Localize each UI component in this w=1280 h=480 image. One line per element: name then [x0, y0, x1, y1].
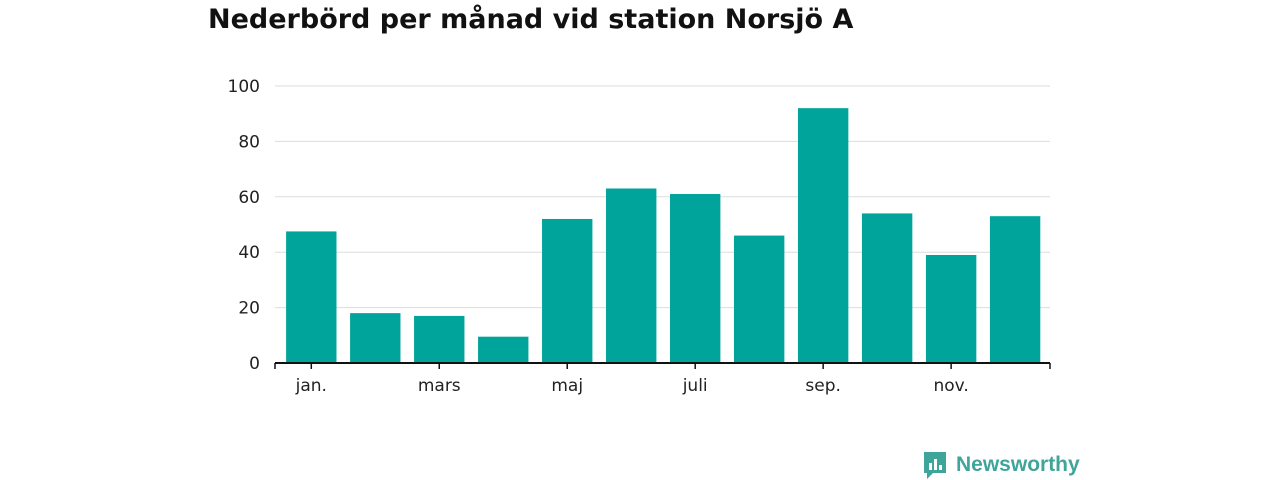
- bar-jan: [286, 231, 337, 363]
- bar-aug: [733, 235, 785, 363]
- bar-dec: [989, 216, 1041, 363]
- y-tick-label: 80: [238, 132, 260, 152]
- y-tick-label: 0: [249, 354, 260, 374]
- bar-juni: [606, 188, 657, 363]
- x-tick-label: sep.: [805, 376, 841, 396]
- bar-mars: [414, 315, 465, 363]
- bars: [286, 108, 1041, 363]
- bar-okt: [861, 213, 913, 363]
- x-tick-label: mars: [418, 376, 461, 396]
- bar-apr: [478, 336, 529, 363]
- y-tick-label: 20: [238, 299, 260, 319]
- x-tick-label: jan.: [295, 376, 327, 396]
- bar-chart-speech-bubble-icon: [924, 452, 946, 479]
- x-tick-label: nov.: [933, 376, 968, 396]
- y-tick-label: 40: [238, 243, 260, 263]
- y-tick-label: 100: [228, 77, 260, 97]
- brand-name: Newsworthy: [956, 453, 1080, 476]
- grid-lines: [275, 85, 1050, 309]
- bar-nov: [925, 254, 977, 363]
- y-axis-ticks: 0 20 40 60 80 100: [228, 77, 260, 374]
- bar-feb: [350, 313, 401, 363]
- bar-sep: [797, 108, 849, 363]
- bar-maj: [542, 218, 593, 363]
- x-tick-label: maj: [551, 376, 583, 396]
- x-axis-ticks: jan. mars maj juli sep. nov.: [295, 363, 969, 396]
- y-tick-label: 60: [238, 188, 260, 208]
- chart-title: Nederbörd per månad vid station Norsjö A: [208, 4, 854, 35]
- x-tick-label: juli: [682, 376, 708, 396]
- brand-logo: Newsworthy: [922, 450, 1080, 480]
- x-axis: [274, 362, 1051, 369]
- bar-juli: [670, 194, 721, 363]
